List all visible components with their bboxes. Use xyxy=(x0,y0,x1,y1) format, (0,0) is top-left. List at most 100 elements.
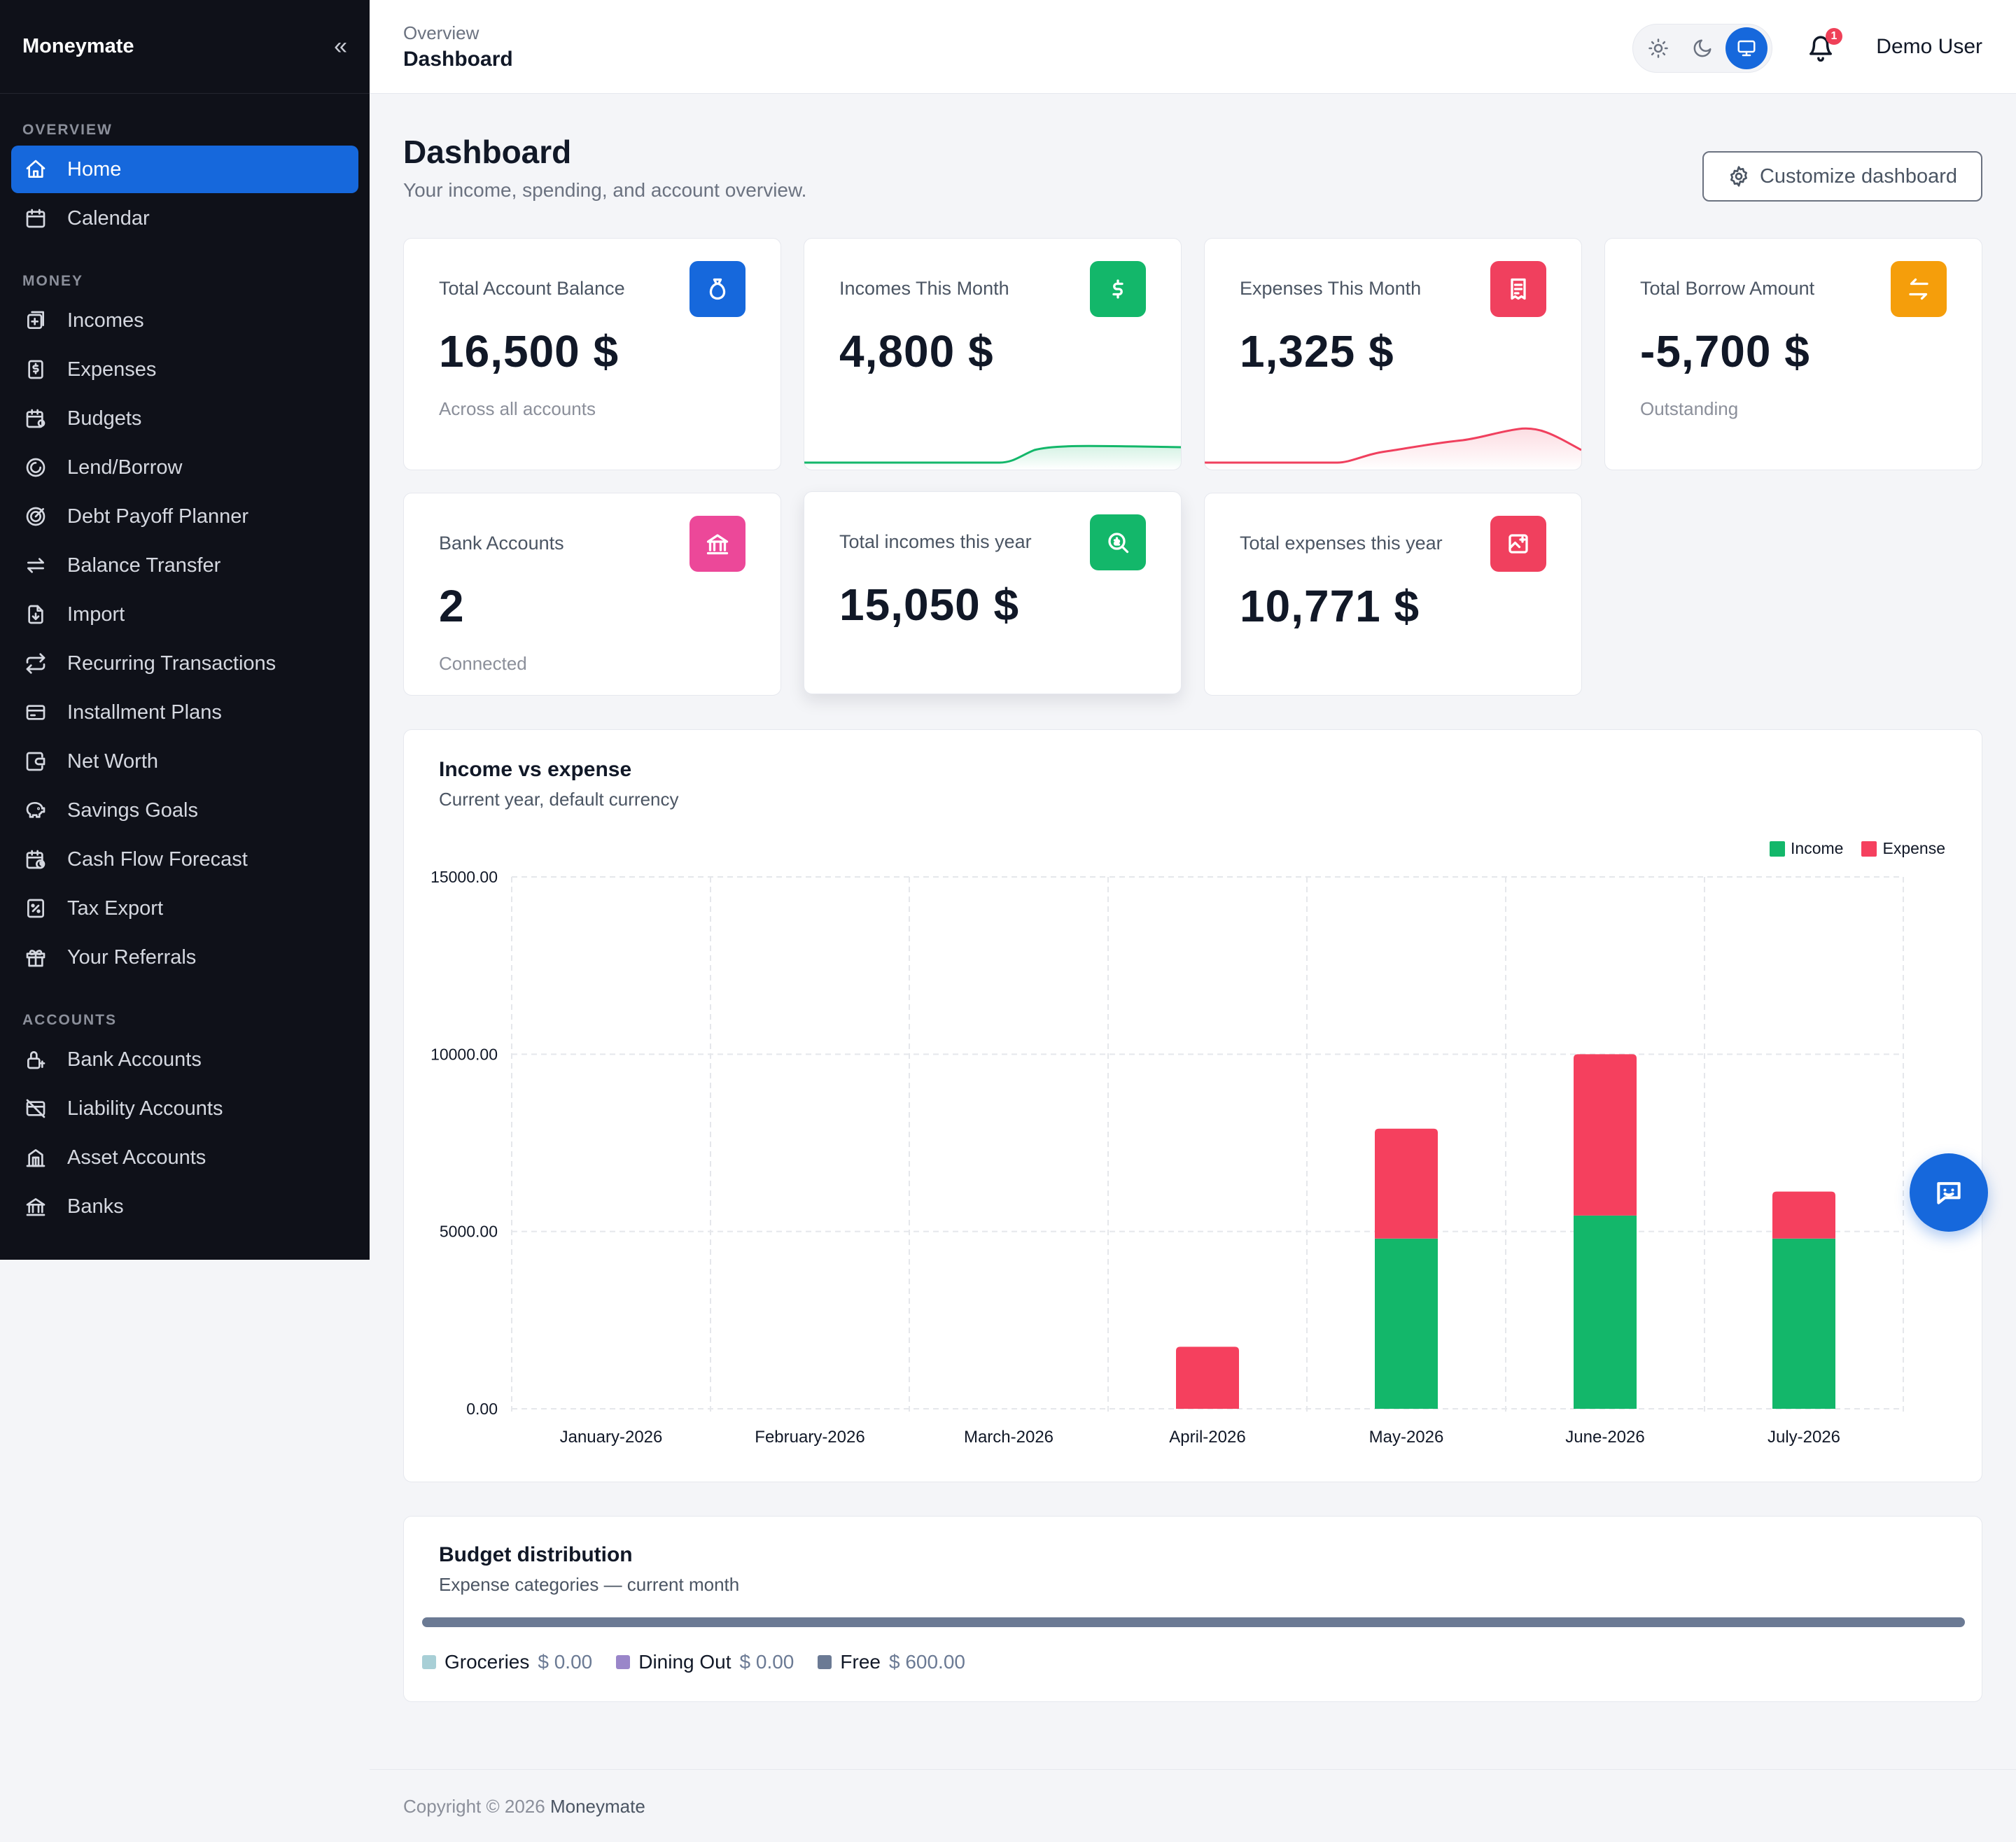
monitor-icon[interactable] xyxy=(1726,27,1768,69)
customize-dashboard-label: Customize dashboard xyxy=(1759,164,1958,188)
sidebar-item-label: Recurring Transactions xyxy=(67,652,276,675)
x-tick-label: February-2026 xyxy=(755,1428,864,1447)
sidebar-item-net-worth[interactable]: Net Worth xyxy=(11,738,358,785)
sidebar-item-installment-plans[interactable]: Installment Plans xyxy=(11,689,358,736)
expense-sparkline xyxy=(1205,427,1581,470)
x-tick-label: July-2026 xyxy=(1768,1428,1840,1447)
legend-income[interactable]: Income xyxy=(1770,839,1843,858)
image-plus-icon xyxy=(1490,516,1546,572)
legend-expense[interactable]: Expense xyxy=(1861,839,1945,858)
budget-item-free[interactable]: Free $ 600.00 xyxy=(818,1651,965,1673)
breadcrumb-parent[interactable]: Overview xyxy=(403,22,479,43)
footer-brand[interactable]: Moneymate xyxy=(550,1796,645,1817)
sidebar-item-liability-accounts[interactable]: Liability Accounts xyxy=(11,1085,358,1132)
sidebar-item-label: Incomes xyxy=(67,309,144,332)
x-tick-label: May-2026 xyxy=(1369,1428,1444,1447)
bank-icon xyxy=(24,1195,48,1218)
sidebar-item-lend-borrow[interactable]: Lend/Borrow xyxy=(11,444,358,491)
user-menu[interactable]: Demo User xyxy=(1876,35,1982,58)
section-overview: OVERVIEW xyxy=(22,122,113,138)
sidebar-item-your-referrals[interactable]: Your Referrals xyxy=(11,934,358,981)
sidebar-item-recurring-transactions[interactable]: Recurring Transactions xyxy=(11,640,358,687)
sidebar-header: Moneymate « xyxy=(0,0,370,94)
sidebar-item-import[interactable]: Import xyxy=(11,591,358,638)
repeat-icon xyxy=(24,652,48,675)
sidebar-item-home[interactable]: Home xyxy=(11,146,358,193)
percent-icon xyxy=(24,897,48,920)
breadcrumb-current: Dashboard xyxy=(403,48,513,71)
y-tick-label: 5000.00 xyxy=(440,1223,498,1241)
sidebar-item-asset-accounts[interactable]: Asset Accounts xyxy=(11,1134,358,1181)
sidebar-item-label: Home xyxy=(67,157,122,181)
sidebar-item-label: Debt Payoff Planner xyxy=(67,505,249,528)
card-total-expenses-this-year[interactable]: Total expenses this year 10,771 $ xyxy=(1204,493,1582,696)
x-tick-label: June-2026 xyxy=(1565,1428,1644,1447)
sidebar-item-cash-flow-forecast[interactable]: Cash Flow Forecast xyxy=(11,836,358,883)
card-total-incomes-this-year[interactable]: Total incomes this year 15,050 $ xyxy=(804,491,1182,694)
budget-title: Budget distribution xyxy=(439,1543,633,1566)
theme-toggle xyxy=(1632,24,1772,73)
y-tick-label: 10000.00 xyxy=(430,1045,498,1063)
budget-distribution-bar[interactable] xyxy=(422,1617,1965,1627)
chart-subtitle: Current year, default currency xyxy=(439,789,679,810)
sidebar-item-label: Budgets xyxy=(67,407,142,430)
wallet-icon xyxy=(24,750,48,773)
bar-income-july-2026 xyxy=(1772,1238,1835,1409)
budget-item-groceries[interactable]: Groceries $ 0.00 xyxy=(422,1651,592,1673)
sidebar: Moneymate « OVERVIEW Home Calendar MONEY… xyxy=(0,0,370,1260)
sidebar-item-incomes[interactable]: Incomes xyxy=(11,297,358,344)
sidebar-item-label: Your Referrals xyxy=(67,945,197,969)
notification-bell-icon[interactable]: 1 xyxy=(1803,28,1842,66)
card-label: Total Account Balance xyxy=(439,278,625,299)
bank-icon xyxy=(690,516,746,572)
sidebar-item-label: Savings Goals xyxy=(67,799,198,822)
sidebar-item-label: Banks xyxy=(67,1195,124,1218)
x-tick-label: April-2026 xyxy=(1169,1428,1245,1447)
piggy-bank-icon xyxy=(24,799,48,822)
card-bank-accounts[interactable]: Bank Accounts 2 Connected xyxy=(403,493,781,696)
gift-icon xyxy=(24,945,48,969)
card-total-borrow-amount[interactable]: Total Borrow Amount -5,700 $ Outstanding xyxy=(1604,238,1982,470)
page-subtitle: Your income, spending, and account overv… xyxy=(403,179,807,201)
sidebar-item-budgets[interactable]: Budgets xyxy=(11,395,358,442)
brand-logo[interactable]: Moneymate xyxy=(22,35,134,57)
top-bar: Overview Dashboard 1 Demo User xyxy=(370,0,2016,94)
card-label: Total incomes this year xyxy=(839,531,1032,552)
footer: Copyright © 2026 Moneymate xyxy=(403,1796,645,1818)
search-dollar-icon xyxy=(1090,514,1146,570)
sidebar-item-label: Asset Accounts xyxy=(67,1146,206,1169)
card-expenses-this-month[interactable]: Expenses This Month 1,325 $ xyxy=(1204,238,1582,470)
bar-income-june-2026 xyxy=(1574,1215,1637,1409)
bar-expense-april-2026 xyxy=(1176,1347,1239,1409)
sidebar-item-tax-export[interactable]: Tax Export xyxy=(11,885,358,932)
sidebar-item-label: Calendar xyxy=(67,206,150,230)
card-value: 16,500 $ xyxy=(439,326,620,377)
dollar-icon xyxy=(1090,261,1146,317)
income-expense-chart: 15000.00 10000.00 5000.00 0.00 January-2026 F… xyxy=(430,868,1904,1447)
x-tick-label: March-2026 xyxy=(964,1428,1054,1447)
moon-icon[interactable] xyxy=(1681,27,1723,69)
budget-item-dining-out[interactable]: Dining Out $ 0.00 xyxy=(616,1651,794,1673)
sidebar-item-debt-payoff-planner[interactable]: Debt Payoff Planner xyxy=(11,493,358,540)
sidebar-item-balance-transfer[interactable]: Balance Transfer xyxy=(11,542,358,589)
y-tick-label: 0.00 xyxy=(466,1400,498,1418)
card-value: 4,800 $ xyxy=(839,326,994,377)
chat-icon[interactable] xyxy=(1910,1153,1988,1232)
income-sparkline xyxy=(804,444,1181,470)
budget-subtitle: Expense categories — current month xyxy=(439,1574,740,1595)
page-title: Dashboard xyxy=(403,134,572,170)
bar-expense-june-2026 xyxy=(1574,1054,1637,1216)
sidebar-item-savings-goals[interactable]: Savings Goals xyxy=(11,787,358,834)
sun-icon[interactable] xyxy=(1637,27,1679,69)
sidebar-item-bank-accounts[interactable]: Bank Accounts xyxy=(11,1036,358,1083)
card-total-account-balance[interactable]: Total Account Balance 16,500 $ Across al… xyxy=(403,238,781,470)
card-incomes-this-month[interactable]: Incomes This Month 4,800 $ xyxy=(804,238,1182,470)
double-chevron-left-icon[interactable]: « xyxy=(334,33,347,59)
customize-dashboard-button[interactable]: Customize dashboard xyxy=(1702,151,1982,202)
sidebar-item-banks[interactable]: Banks xyxy=(11,1183,358,1230)
calendar-icon xyxy=(24,206,48,230)
section-accounts: ACCOUNTS xyxy=(22,1012,117,1028)
sidebar-item-calendar[interactable]: Calendar xyxy=(11,195,358,242)
sidebar-item-expenses[interactable]: Expenses xyxy=(11,346,358,393)
income-vs-expense-panel: 15000.00 10000.00 5000.00 0.00 January-2026 F… xyxy=(403,729,1982,1482)
